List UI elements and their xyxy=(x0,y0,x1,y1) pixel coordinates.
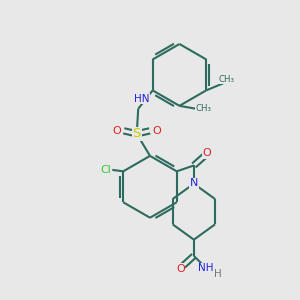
Text: O: O xyxy=(176,264,185,274)
Text: CH₃: CH₃ xyxy=(195,104,211,113)
Text: S: S xyxy=(133,127,141,140)
Text: O: O xyxy=(202,148,211,158)
Text: Cl: Cl xyxy=(100,165,111,175)
Text: NH: NH xyxy=(199,263,214,273)
Text: O: O xyxy=(112,126,122,136)
Text: HN: HN xyxy=(134,94,149,103)
Text: H: H xyxy=(214,268,222,278)
Text: N: N xyxy=(190,178,198,188)
Text: CH₃: CH₃ xyxy=(219,75,235,84)
Text: O: O xyxy=(152,126,161,136)
